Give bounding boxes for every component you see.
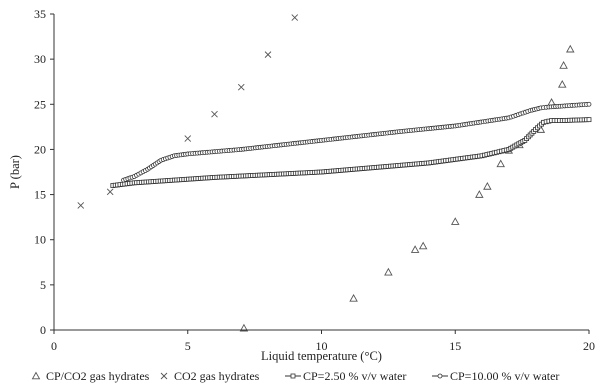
- y-tick-label: 0: [40, 323, 46, 337]
- series-0: [239, 44, 575, 332]
- x-tick-label: 15: [449, 339, 461, 353]
- data-point: [547, 98, 556, 106]
- data-point: [264, 51, 272, 58]
- legend: CP/CO2 gas hydrates CO2 gas hydrates CP=2.…: [31, 369, 559, 383]
- data-point: [349, 293, 358, 302]
- y-tick-label: 20: [34, 142, 46, 156]
- legend-marker: [437, 373, 443, 379]
- y-tick-label: 10: [34, 233, 46, 247]
- data-point: [418, 241, 428, 250]
- y-tick-label: 15: [34, 188, 46, 202]
- y-tick-label: 25: [34, 97, 46, 111]
- data-point: [291, 14, 299, 21]
- series-1: [77, 14, 299, 209]
- x-tick-label: 10: [316, 339, 328, 353]
- data-point: [483, 182, 492, 190]
- data-point: [184, 135, 192, 142]
- legend-item: CP/CO2 gas hydrates: [31, 369, 150, 383]
- x-ticks: 0 5 10 15 20: [51, 330, 595, 353]
- legend-item: CO2 gas hydrates: [160, 369, 260, 383]
- x-tick-label: 5: [185, 339, 191, 353]
- data-point: [211, 110, 218, 118]
- data-point: [557, 79, 567, 88]
- legend-label: CP/CO2 gas hydrates: [46, 369, 150, 383]
- legend-marker: [31, 371, 41, 380]
- data-point: [496, 159, 505, 168]
- legend-item: CP=10.00 % v/v water: [432, 369, 559, 383]
- x-tick-label: 20: [583, 339, 595, 353]
- y-tick-label: 30: [34, 52, 46, 66]
- data-point: [239, 323, 249, 332]
- y-tick-label: 35: [34, 7, 46, 21]
- data-point: [586, 101, 592, 107]
- y-ticks: 0 5 10 15 20 25 30 35: [34, 7, 54, 337]
- x-axis-title: Liquid temperature (°C): [261, 349, 382, 363]
- axes: 0 5 10 15 20 0 5 10 15 20 25 30 35: [34, 7, 595, 353]
- legend-label: CP=2.50 % v/v water: [303, 369, 406, 383]
- data-point: [384, 267, 393, 276]
- data-point: [566, 44, 575, 53]
- data-point: [77, 202, 85, 209]
- plot-area: [77, 14, 592, 332]
- legend-label: CO2 gas hydrates: [174, 369, 260, 383]
- data-point: [450, 217, 460, 225]
- data-point: [559, 61, 568, 69]
- legend-item: CP=2.50 % v/v water: [285, 369, 406, 383]
- data-point: [410, 245, 420, 253]
- y-axis-title: P (bar): [8, 155, 22, 189]
- series-2: [110, 117, 592, 188]
- series-3: [121, 101, 592, 183]
- x-tick-label: 0: [51, 339, 57, 353]
- legend-label: CP=10.00 % v/v water: [450, 369, 559, 383]
- data-point: [475, 190, 484, 198]
- data-point: [586, 117, 592, 123]
- legend-marker: [290, 373, 296, 379]
- data-point: [106, 188, 114, 196]
- y-tick-label: 5: [40, 278, 46, 292]
- data-point: [237, 83, 245, 91]
- legend-marker: [160, 372, 168, 380]
